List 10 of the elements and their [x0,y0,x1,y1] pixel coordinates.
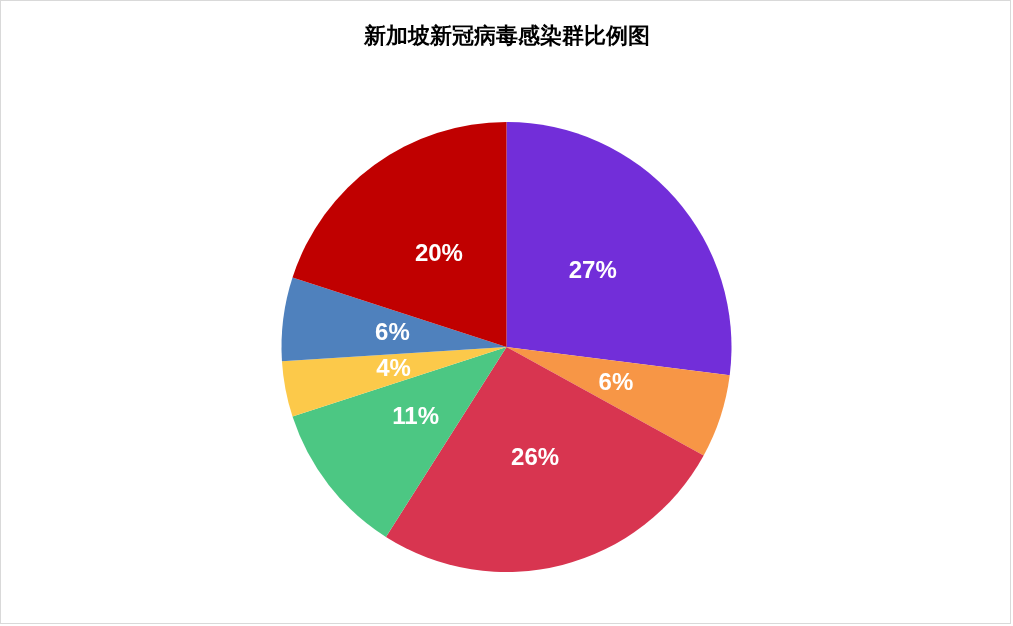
data-label: 11% [392,402,439,430]
data-label: 27% [568,255,617,283]
data-label: 4% [376,353,411,381]
data-label: 20% [414,238,463,266]
chart-title: 新加坡新冠病毒感染群比例图 [362,23,650,48]
data-label: 6% [375,317,410,345]
pie-slice [292,347,507,537]
data-label: 26% [511,443,560,471]
pie-slice [292,122,507,347]
data-label: 6% [598,367,634,395]
